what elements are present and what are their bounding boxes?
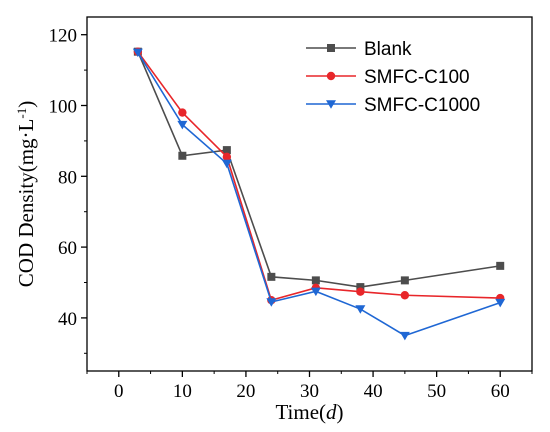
- data-point: [310, 287, 321, 297]
- x-axis-label: Time(d): [275, 400, 343, 424]
- legend-marker: [326, 71, 336, 81]
- x-tick-label: 20: [236, 381, 255, 402]
- data-point: [132, 48, 143, 58]
- x-tick-label: 40: [364, 381, 383, 402]
- y-tick-label: 40: [58, 309, 77, 330]
- x-tick-label: 10: [173, 381, 192, 402]
- legend-item: SMFC-C1000: [306, 95, 480, 116]
- y-tick-label: 80: [58, 167, 77, 188]
- y-tick-label: 100: [49, 97, 78, 118]
- data-point: [356, 283, 365, 292]
- legend-label: Blank: [364, 39, 412, 60]
- data-point: [177, 120, 188, 130]
- data-point: [400, 291, 410, 300]
- data-point: [496, 261, 505, 270]
- x-tick-label: 50: [427, 381, 446, 402]
- legend: Blank SMFC-C100 SMFC-C1000: [306, 39, 480, 116]
- x-tick-label: 60: [491, 381, 510, 402]
- series-line: [137, 51, 501, 302]
- data-point: [311, 276, 320, 285]
- data-point: [178, 151, 187, 160]
- series-line: [137, 51, 501, 288]
- data-point: [222, 152, 232, 162]
- legend-item: Blank: [306, 39, 412, 60]
- x-tick-label: 30: [300, 381, 319, 402]
- data-point: [266, 298, 277, 307]
- legend-marker: [326, 100, 336, 109]
- data-point: [222, 146, 231, 155]
- x-axis: 0 10 20 30 40 50 60: [86, 371, 533, 402]
- y-axis-label: COD Density(mg·L-1): [14, 101, 39, 287]
- data-point: [178, 108, 187, 117]
- data-point: [399, 331, 410, 341]
- data-point: [267, 272, 276, 281]
- y-axis: 40 60 80 100 120: [49, 26, 87, 354]
- legend-item: SMFC-C100: [306, 67, 470, 88]
- legend-marker: [327, 44, 335, 52]
- series-2: [132, 48, 506, 341]
- series-layer: [132, 47, 506, 341]
- data-point: [495, 298, 506, 308]
- data-point: [356, 287, 365, 296]
- y-tick-label: 60: [58, 238, 77, 259]
- data-point: [355, 305, 366, 314]
- series-line: [137, 51, 501, 337]
- legend-label: SMFC-C100: [364, 67, 470, 88]
- legend-label: SMFC-C1000: [364, 95, 480, 116]
- y-tick-label: 120: [49, 26, 78, 47]
- data-point: [400, 276, 409, 285]
- data-point: [221, 159, 232, 169]
- x-tick-label: 0: [114, 381, 124, 402]
